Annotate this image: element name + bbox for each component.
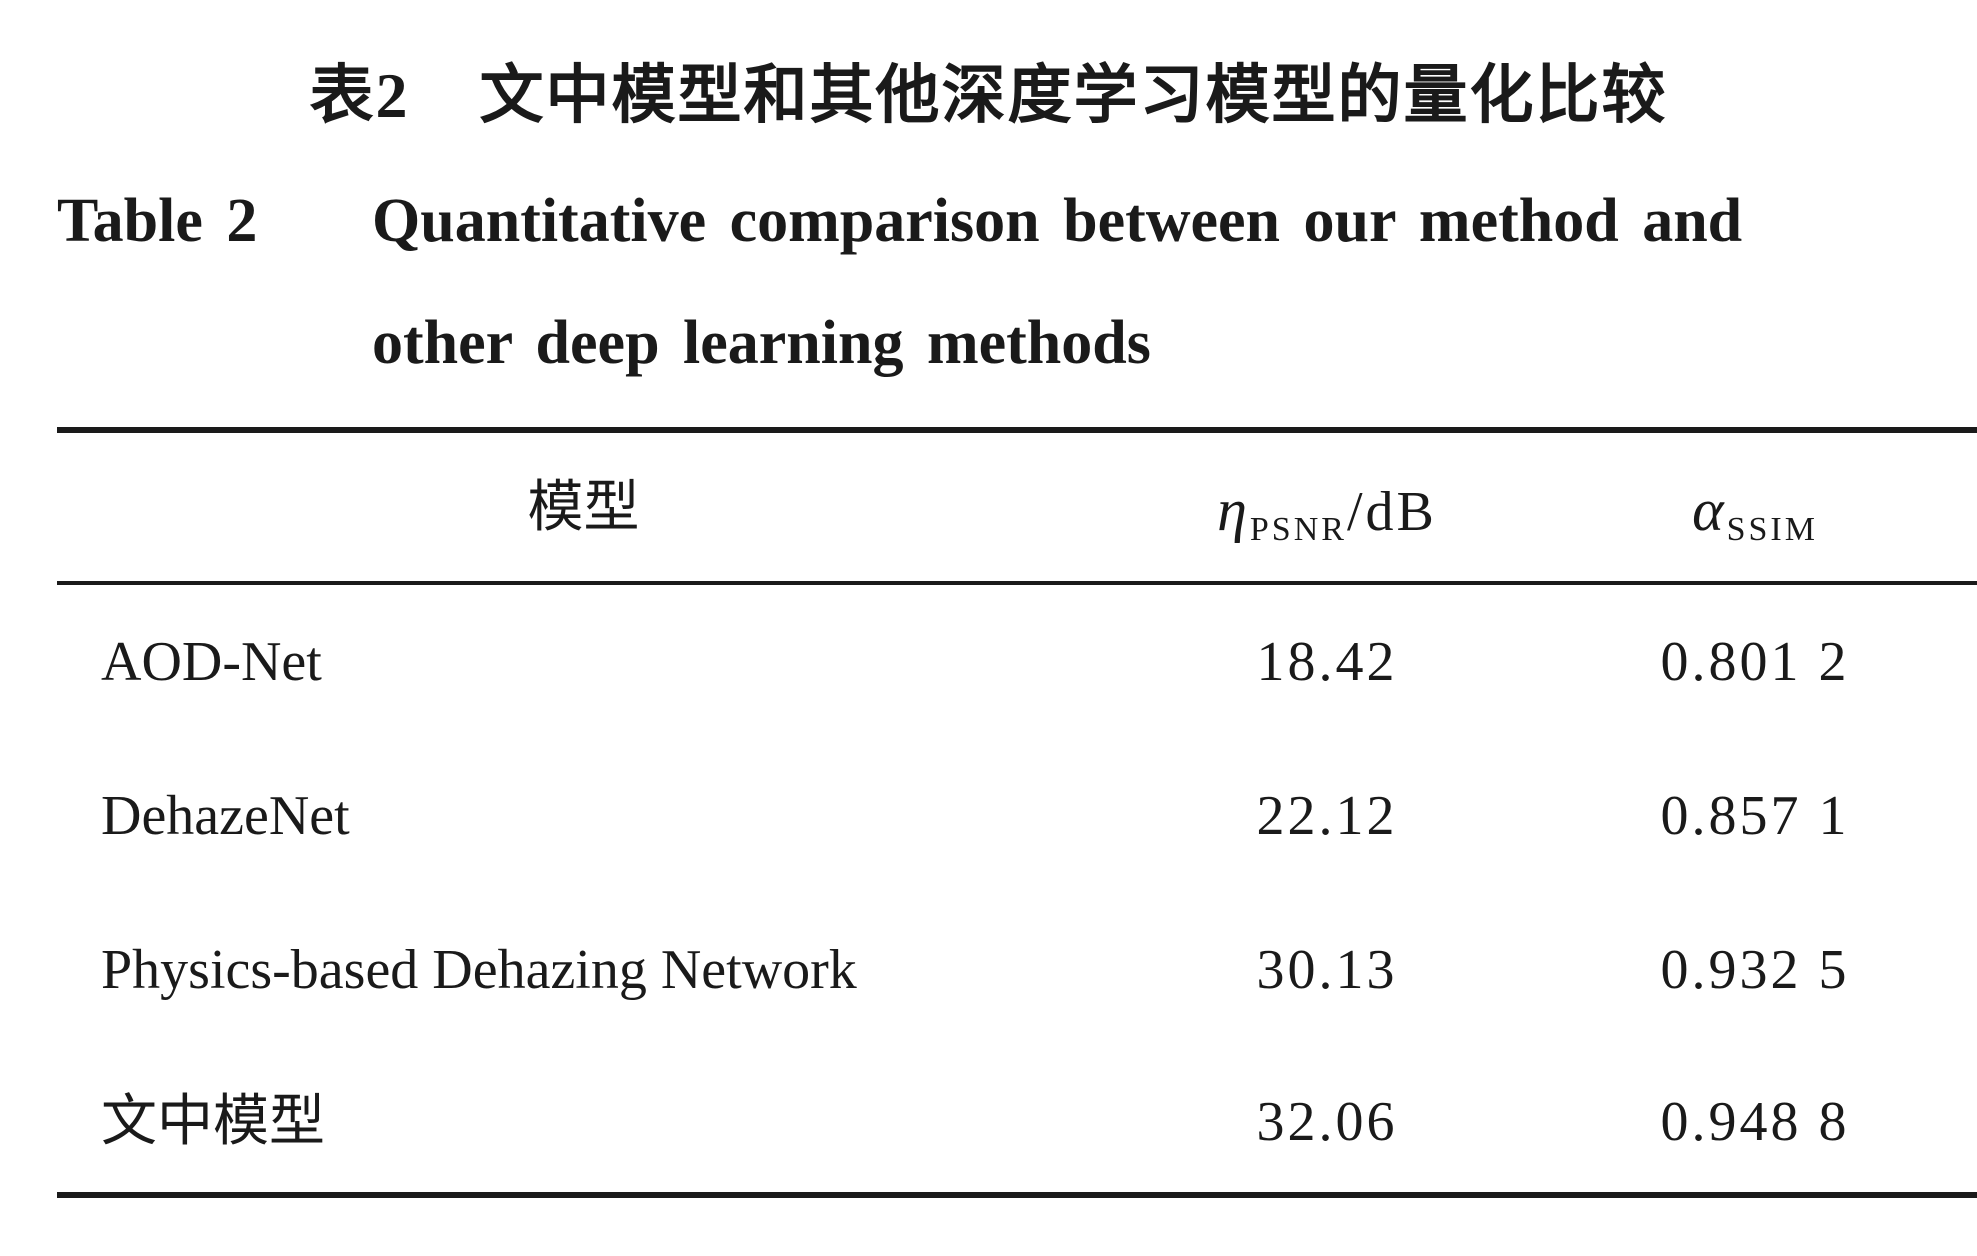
bottom-rule xyxy=(57,1192,1977,1198)
table-cell: 22.12 xyxy=(1256,785,1398,847)
top-rule xyxy=(57,427,1977,433)
caption-title-en: Quantitative comparison between our meth… xyxy=(372,187,1743,255)
table-cell: 32.06 xyxy=(1256,1091,1398,1153)
header-cell: 模型 xyxy=(527,477,640,539)
header-symbol: η xyxy=(1217,477,1250,543)
table-cell: 0.801 2 xyxy=(1660,631,1850,693)
table-cell: 18.42 xyxy=(1256,631,1398,693)
caption-title: 文中模型和其他深度学习模型的量化比较 xyxy=(479,60,1668,131)
table-cell: 文中模型 xyxy=(101,1091,325,1153)
table-cell: 0.932 5 xyxy=(1660,939,1850,1001)
header-symbol: α xyxy=(1692,477,1727,543)
header-cell: ηPSNR/dB xyxy=(1167,480,1487,547)
header-unit: /dB xyxy=(1346,481,1437,543)
header-subscript: PSNR xyxy=(1249,511,1347,548)
table-cell: AOD-Net xyxy=(101,631,322,693)
header-subscript: SSIM xyxy=(1726,511,1818,548)
mid-rule xyxy=(57,581,1977,585)
caption-title-en: other deep learning methods xyxy=(372,309,1151,377)
table-cell: 0.857 1 xyxy=(1660,785,1850,847)
header-cell: αSSIM xyxy=(1595,480,1915,547)
caption-label-en: Table 2 xyxy=(57,187,258,255)
table-cell: DehazeNet xyxy=(101,785,350,847)
table-cell: Physics-based Dehazing Network xyxy=(101,939,857,1001)
table-cell: 30.13 xyxy=(1256,939,1398,1001)
caption-label: 表2 xyxy=(309,60,410,131)
table-cell: 0.948 8 xyxy=(1660,1091,1850,1153)
caption-zh: 表2 文中模型和其他深度学习模型的量化比较 xyxy=(0,64,1977,128)
